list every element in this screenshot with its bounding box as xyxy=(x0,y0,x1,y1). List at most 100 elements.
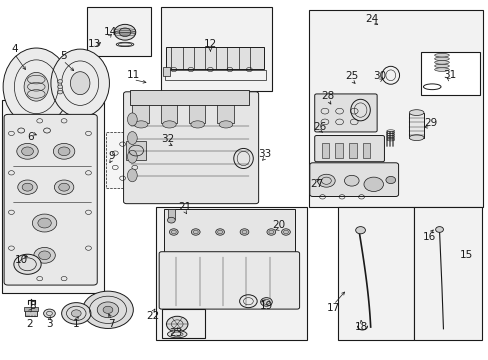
Ellipse shape xyxy=(70,72,90,95)
Bar xyxy=(163,210,294,252)
Text: 33: 33 xyxy=(258,149,271,159)
Bar xyxy=(164,69,265,80)
FancyBboxPatch shape xyxy=(4,114,97,285)
Bar xyxy=(188,98,205,123)
Bar xyxy=(87,7,151,56)
Text: 32: 32 xyxy=(161,135,174,144)
Circle shape xyxy=(39,251,50,260)
Circle shape xyxy=(169,229,178,235)
Ellipse shape xyxy=(219,121,232,128)
Text: 10: 10 xyxy=(15,255,28,265)
Circle shape xyxy=(53,143,75,159)
Ellipse shape xyxy=(434,60,448,64)
Ellipse shape xyxy=(24,72,48,101)
Bar xyxy=(334,143,342,158)
Text: 11: 11 xyxy=(126,70,140,80)
Bar xyxy=(25,310,37,316)
Circle shape xyxy=(240,229,248,235)
Circle shape xyxy=(281,229,290,235)
Circle shape xyxy=(317,174,334,187)
Circle shape xyxy=(61,303,91,324)
Circle shape xyxy=(215,229,224,235)
Text: 15: 15 xyxy=(459,250,472,260)
Ellipse shape xyxy=(127,150,137,163)
Text: 28: 28 xyxy=(321,91,334,101)
Circle shape xyxy=(38,218,51,228)
Circle shape xyxy=(103,306,113,314)
Text: 30: 30 xyxy=(373,71,386,81)
Circle shape xyxy=(266,229,275,235)
Ellipse shape xyxy=(162,121,176,128)
Ellipse shape xyxy=(167,330,186,338)
Text: 31: 31 xyxy=(442,70,455,80)
Bar xyxy=(1,100,104,293)
Bar xyxy=(166,47,264,69)
Circle shape xyxy=(17,143,38,159)
Ellipse shape xyxy=(190,121,204,128)
Bar xyxy=(156,207,306,339)
Circle shape xyxy=(260,298,272,306)
FancyBboxPatch shape xyxy=(314,135,384,162)
Bar xyxy=(163,67,170,76)
Bar xyxy=(161,309,205,338)
Circle shape xyxy=(167,217,175,223)
Text: 25: 25 xyxy=(345,71,358,81)
Ellipse shape xyxy=(434,64,448,68)
Ellipse shape xyxy=(434,68,448,71)
Text: 6: 6 xyxy=(27,132,34,142)
Circle shape xyxy=(18,180,37,194)
Text: 13: 13 xyxy=(87,40,101,49)
Circle shape xyxy=(166,316,187,332)
Ellipse shape xyxy=(408,135,423,140)
Circle shape xyxy=(191,229,200,235)
Bar xyxy=(105,132,153,188)
FancyBboxPatch shape xyxy=(309,163,398,197)
Circle shape xyxy=(435,226,443,232)
Bar xyxy=(362,143,369,158)
Ellipse shape xyxy=(127,113,137,126)
Text: 4: 4 xyxy=(11,44,18,54)
Circle shape xyxy=(21,147,33,156)
Text: 26: 26 xyxy=(313,122,326,132)
Text: 2: 2 xyxy=(26,319,33,329)
Text: 7: 7 xyxy=(108,319,115,329)
Ellipse shape xyxy=(3,48,69,126)
Text: 17: 17 xyxy=(326,303,340,313)
Text: 22: 22 xyxy=(146,311,160,320)
Bar xyxy=(126,140,146,160)
Text: 18: 18 xyxy=(354,322,367,332)
FancyBboxPatch shape xyxy=(159,252,299,309)
Text: 29: 29 xyxy=(423,118,436,128)
Bar xyxy=(132,98,149,123)
Circle shape xyxy=(58,90,62,94)
Ellipse shape xyxy=(127,132,137,144)
Circle shape xyxy=(97,302,119,318)
Bar xyxy=(24,307,38,311)
Circle shape xyxy=(54,180,74,194)
Circle shape xyxy=(119,28,131,37)
Circle shape xyxy=(363,177,383,192)
Circle shape xyxy=(43,309,55,318)
Text: 14: 14 xyxy=(103,27,117,37)
FancyBboxPatch shape xyxy=(314,94,376,132)
Bar xyxy=(408,113,423,138)
Bar xyxy=(160,7,271,91)
Circle shape xyxy=(58,85,62,89)
Circle shape xyxy=(14,254,41,274)
Circle shape xyxy=(71,310,81,317)
Ellipse shape xyxy=(134,121,148,128)
Bar xyxy=(420,52,479,95)
FancyBboxPatch shape xyxy=(123,92,258,204)
Text: 16: 16 xyxy=(422,232,435,242)
Ellipse shape xyxy=(434,57,448,60)
Circle shape xyxy=(58,147,70,156)
Bar xyxy=(413,207,482,339)
Text: 5: 5 xyxy=(60,51,66,61)
Circle shape xyxy=(82,291,133,328)
Text: 27: 27 xyxy=(309,179,323,189)
Circle shape xyxy=(32,214,57,232)
Bar xyxy=(308,10,483,207)
Text: 24: 24 xyxy=(365,14,378,24)
Circle shape xyxy=(114,24,136,40)
Circle shape xyxy=(59,183,69,191)
